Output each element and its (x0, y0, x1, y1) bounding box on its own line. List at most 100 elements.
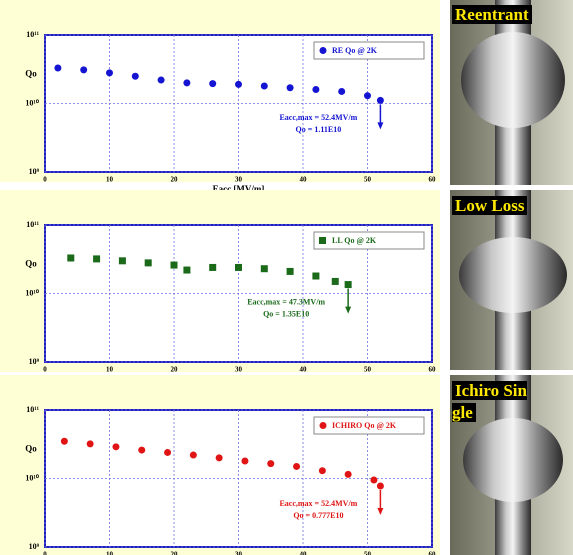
data-point (286, 267, 294, 275)
data-point (344, 281, 352, 289)
data-point (260, 82, 268, 90)
data-point (144, 259, 152, 267)
legend-marker (319, 422, 327, 429)
x-tick-label: 30 (235, 176, 243, 184)
data-point (131, 72, 139, 80)
data-point (183, 79, 191, 87)
data-point (80, 66, 88, 74)
data-point (60, 437, 68, 445)
x-tick-label: 10 (106, 176, 114, 184)
data-point (370, 476, 378, 484)
cavity-label: Ichiro Single (452, 380, 534, 424)
data-point (112, 443, 120, 451)
data-point (364, 92, 371, 100)
chart-panel: 0 10 20 30 40 50 60 10⁹ 10¹⁰ 10¹¹ Qo Eacc [MV/m] RE … (0, 0, 440, 194)
x-tick-label: 40 (300, 366, 308, 374)
x-tick-label: 60 (429, 366, 437, 374)
x-tick-label: 0 (43, 176, 47, 184)
data-point (267, 460, 275, 468)
legend-marker (319, 47, 327, 54)
cavity-label-text: Ichiro Single (452, 381, 527, 422)
y-tick-label: 10⁹ (29, 542, 40, 551)
y-axis-label: Qo (25, 68, 37, 78)
y-axis-label: Qo (25, 258, 37, 268)
charts: 0 10 20 30 40 50 60 10⁹ 10¹⁰ 10¹¹ Qo Eacc [MV/m] RE … (0, 0, 440, 555)
data-point (67, 254, 75, 262)
cavity-label: Reentrant (452, 4, 534, 26)
legend-box (313, 231, 425, 250)
data-point (312, 272, 320, 280)
y-tick-label: 10¹¹ (26, 30, 39, 39)
annotation: Eacc,max = 52.4MV/m (279, 499, 357, 508)
annotation: Qo = 1.11E10 (296, 125, 342, 134)
data-point (241, 457, 249, 465)
x-tick-label: 0 (43, 366, 47, 374)
photo (450, 0, 573, 185)
legend-box (313, 41, 425, 60)
x-tick-label: 30 (235, 551, 243, 555)
x-axis-label: Eacc [MV/m] (213, 184, 265, 194)
cavity-label: Low Loss (452, 195, 534, 217)
data-point (376, 96, 384, 104)
y-tick-label: 10¹¹ (26, 405, 39, 414)
annotation: Eacc,max = 47.3MV/m (247, 297, 325, 306)
data-point (209, 263, 217, 271)
legend-label: LL Qo @ 2K (332, 236, 377, 245)
annotation: Qo = 1.35E10 (263, 309, 309, 318)
legend-box (313, 416, 425, 435)
x-tick-label: 20 (171, 366, 179, 374)
arrow-head (377, 508, 384, 516)
y-tick-label: 10¹¹ (26, 220, 39, 229)
cavity-label-text: Low Loss (452, 196, 528, 215)
y-tick-label: 10¹⁰ (25, 98, 39, 107)
y-tick-label: 10⁹ (29, 357, 40, 366)
y-axis-label: Qo (25, 443, 37, 453)
data-point (138, 446, 146, 454)
data-point (376, 482, 384, 490)
cavity-label-text: Reentrant (452, 5, 532, 24)
data-point (338, 87, 346, 95)
data-point (157, 76, 165, 84)
annotation: Qo = 0.777E10 (293, 511, 343, 520)
data-point (260, 265, 268, 273)
legend-label: ICHIRO Qo @ 2K (332, 421, 397, 430)
legend-marker (319, 237, 326, 244)
data-point (86, 440, 94, 448)
arrow-head (377, 122, 384, 130)
data-point (318, 467, 326, 475)
x-tick-label: 60 (429, 176, 437, 184)
data-point (331, 277, 339, 285)
data-point (118, 257, 126, 265)
x-tick-label: 50 (364, 176, 372, 184)
data-point (189, 451, 197, 459)
data-point (170, 261, 178, 269)
x-tick-label: 60 (429, 551, 437, 555)
x-tick-label: 30 (235, 366, 243, 374)
x-tick-label: 20 (171, 176, 179, 184)
y-tick-label: 10⁹ (29, 167, 40, 176)
data-point (286, 84, 294, 92)
x-tick-label: 20 (171, 551, 179, 555)
data-point (235, 263, 242, 271)
data-point (54, 64, 62, 72)
cavity-photos (450, 0, 573, 555)
x-tick-label: 50 (364, 551, 372, 555)
x-tick-label: 10 (106, 366, 114, 374)
photo (450, 190, 573, 370)
data-point (235, 80, 242, 88)
x-tick-label: 40 (300, 176, 308, 184)
x-tick-label: 0 (43, 551, 47, 555)
data-point (183, 266, 191, 274)
legend-label: RE Qo @ 2K (332, 46, 378, 55)
y-tick-label: 10¹⁰ (25, 288, 39, 297)
photo (450, 375, 573, 555)
data-point (293, 462, 301, 470)
data-point (344, 470, 352, 478)
arrow-head (345, 306, 352, 314)
x-tick-label: 50 (364, 366, 372, 374)
y-tick-label: 10¹⁰ (25, 473, 39, 482)
data-point (215, 454, 223, 462)
